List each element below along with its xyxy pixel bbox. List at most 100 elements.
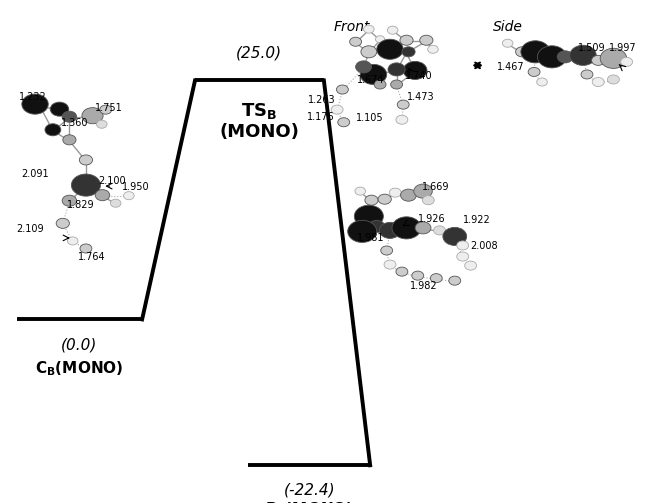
Circle shape [384,260,396,269]
Text: $\mathbf{P_B(MONO)}$: $\mathbf{P_B(MONO)}$ [265,500,354,503]
Circle shape [56,218,69,228]
Text: 2.008: 2.008 [471,241,498,252]
Circle shape [110,199,121,207]
Text: 1.997: 1.997 [609,43,637,53]
Text: 1.176: 1.176 [307,112,334,122]
Text: 1.467: 1.467 [497,62,525,72]
Circle shape [331,105,343,114]
Text: (0.0): (0.0) [61,337,98,352]
Text: 1.263: 1.263 [308,95,336,105]
Circle shape [428,45,438,53]
Circle shape [400,35,413,45]
Circle shape [457,241,469,250]
Circle shape [374,80,386,89]
Circle shape [389,188,401,197]
Text: 1.232: 1.232 [19,92,46,102]
Circle shape [62,195,77,206]
Text: 1.751: 1.751 [95,103,122,113]
Circle shape [401,189,416,201]
Circle shape [381,246,393,255]
Circle shape [378,194,391,204]
Circle shape [392,217,421,239]
Circle shape [528,67,540,76]
Circle shape [422,196,434,205]
Text: Front: Front [334,20,370,34]
Circle shape [63,135,76,145]
Text: Side: Side [492,20,522,34]
Circle shape [434,226,446,235]
Text: 1.473: 1.473 [407,92,434,102]
Circle shape [403,61,427,79]
Text: $\mathbf{TS_B}$: $\mathbf{TS_B}$ [241,101,277,121]
Circle shape [97,120,107,128]
Text: 1.509: 1.509 [578,43,606,53]
Circle shape [361,46,377,58]
Circle shape [356,61,371,73]
Circle shape [100,105,112,114]
Circle shape [50,102,69,116]
Circle shape [449,276,461,285]
Circle shape [430,274,442,283]
Circle shape [516,47,529,57]
Text: 1.360: 1.360 [61,118,89,128]
Circle shape [415,222,431,234]
Text: 1.764: 1.764 [78,252,106,262]
Circle shape [71,174,100,196]
Circle shape [355,187,366,195]
Text: 1.950: 1.950 [122,182,150,192]
Circle shape [607,75,619,84]
Circle shape [364,25,374,33]
Text: 1.922: 1.922 [463,215,490,225]
Text: 1.926: 1.926 [418,214,446,224]
Circle shape [396,115,408,124]
Circle shape [62,111,77,122]
Circle shape [502,39,513,47]
Circle shape [402,47,415,57]
Circle shape [348,220,377,242]
Circle shape [350,37,362,46]
Circle shape [592,55,605,65]
Text: 1.105: 1.105 [356,113,383,123]
Circle shape [465,261,477,270]
Circle shape [375,36,385,43]
Circle shape [537,46,566,68]
Text: (MONO): (MONO) [219,123,299,141]
Text: 1.740: 1.740 [405,71,432,81]
Circle shape [443,227,467,245]
Text: 1.981: 1.981 [357,233,385,243]
Circle shape [67,237,78,245]
Circle shape [354,205,383,227]
Circle shape [95,190,110,201]
Text: 2.109: 2.109 [17,224,44,234]
Text: (25.0): (25.0) [236,45,282,60]
Circle shape [557,51,573,63]
Circle shape [360,64,387,85]
Circle shape [80,244,92,253]
Circle shape [537,78,547,86]
Circle shape [336,85,348,94]
Circle shape [420,35,433,45]
Circle shape [414,184,432,198]
Circle shape [621,57,633,66]
Circle shape [592,77,604,87]
Circle shape [412,271,424,280]
Circle shape [369,220,385,232]
Text: 2.091: 2.091 [21,169,49,179]
Circle shape [600,48,627,68]
Circle shape [379,222,401,238]
Circle shape [22,94,48,114]
Circle shape [570,45,596,65]
Circle shape [581,70,593,79]
Circle shape [124,192,134,200]
Text: 2.100: 2.100 [98,176,126,186]
Circle shape [79,155,93,165]
Text: 1.982: 1.982 [410,281,438,291]
Text: 1.829: 1.829 [67,200,95,210]
Text: 1.674: 1.674 [357,75,385,86]
Circle shape [82,108,103,124]
Text: 1.669: 1.669 [422,182,449,192]
Circle shape [387,26,398,34]
Circle shape [521,41,550,63]
Text: $\mathbf{C_B(MONO)}$: $\mathbf{C_B(MONO)}$ [35,360,124,378]
Circle shape [365,195,378,205]
